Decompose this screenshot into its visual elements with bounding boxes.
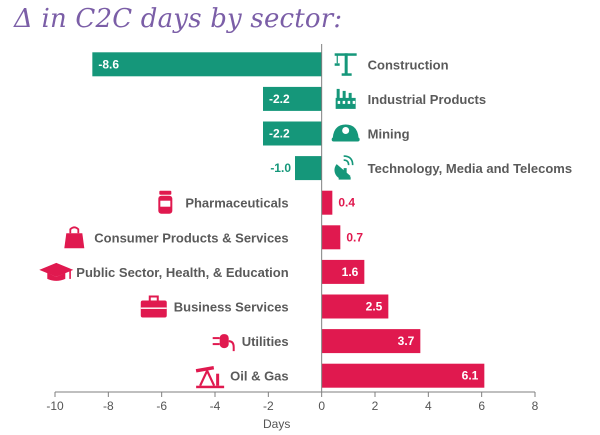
bars-group: -8.6 Construction -2.2 Industrial Products -… — [39, 52, 572, 389]
data-label: 1.6 — [342, 265, 359, 279]
data-label: -2.2 — [269, 127, 290, 141]
category-label: Business Services — [174, 300, 289, 315]
shopping-bag-icon — [64, 226, 85, 249]
oil-pump-icon — [195, 365, 225, 389]
tick-label: 6 — [478, 399, 485, 413]
category-label: Oil & Gas — [230, 369, 289, 384]
data-label: 0.4 — [338, 196, 355, 210]
data-label: 0.7 — [346, 230, 363, 244]
category-label: Utilities — [242, 334, 289, 349]
bar — [321, 259, 365, 284]
category-label: Pharmaceuticals — [185, 196, 288, 211]
bar — [263, 86, 322, 111]
bar — [92, 52, 322, 77]
tick-label: -6 — [156, 399, 167, 413]
tick-label: -2 — [263, 399, 274, 413]
bar — [321, 294, 389, 319]
category-label: Consumer Products & Services — [94, 230, 288, 245]
tick-label: -4 — [210, 399, 221, 413]
bar — [263, 121, 322, 146]
data-label: 3.7 — [398, 334, 415, 348]
bar — [295, 156, 322, 181]
pill-bottle-icon — [158, 190, 173, 214]
crane-icon — [334, 53, 357, 76]
category-label: Construction — [368, 57, 449, 72]
bar — [321, 363, 485, 388]
x-axis: -10 -8 -6 -4 -2 0 2 4 6 8 — [46, 44, 539, 413]
bar — [321, 225, 341, 250]
category-label: Industrial Products — [368, 92, 486, 107]
briefcase-icon — [140, 295, 167, 318]
tick-label: 0 — [318, 399, 325, 413]
data-label: 6.1 — [462, 369, 479, 383]
x-axis-title: Days — [263, 417, 290, 431]
graduation-cap-icon — [39, 262, 74, 281]
category-label: Mining — [368, 127, 410, 142]
data-label: 2.5 — [366, 300, 383, 314]
tick-label: 2 — [372, 399, 379, 413]
tick-label: 8 — [532, 399, 539, 413]
factory-icon — [335, 88, 356, 109]
tick-label: 4 — [425, 399, 432, 413]
tick-label: -8 — [103, 399, 114, 413]
bar — [321, 329, 421, 354]
data-label: -2.2 — [269, 92, 290, 106]
data-label: -8.6 — [98, 57, 119, 71]
data-label: -1.0 — [270, 161, 291, 175]
plug-icon — [212, 334, 235, 352]
bar — [321, 190, 333, 215]
satellite-dish-icon — [334, 155, 354, 180]
category-label: Public Sector, Health, & Education — [76, 265, 288, 280]
category-label: Technology, Media and Telecoms — [368, 161, 572, 176]
tick-label: -10 — [46, 399, 64, 413]
chart-title: Δ in C2C days by sector: — [14, 4, 343, 34]
mining-helmet-icon — [331, 124, 360, 142]
